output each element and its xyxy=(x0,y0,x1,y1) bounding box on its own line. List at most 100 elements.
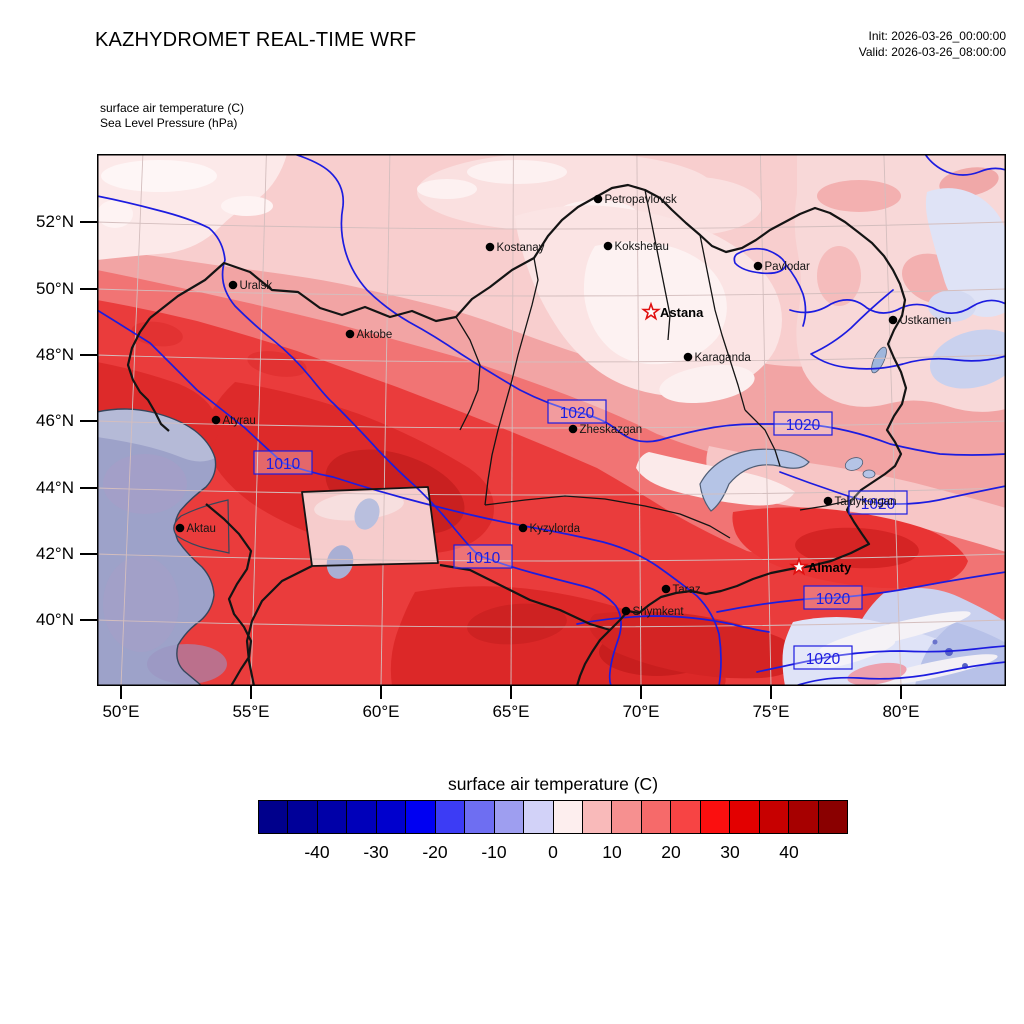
temperature-field xyxy=(97,154,1006,686)
colorbar-tick-label: -40 xyxy=(304,842,330,862)
pressure-labels: 1010 1010 1020 1020 1020 1020 1020 xyxy=(253,399,908,670)
capital-star-icon xyxy=(789,556,809,576)
city-dot-icon xyxy=(603,241,613,251)
lat-tick-mark xyxy=(80,420,97,422)
colorbar-tick-label: 20 xyxy=(661,842,681,862)
pressure-label: 1020 xyxy=(786,417,821,434)
lat-tick-label: 52°N xyxy=(36,212,74,231)
pressure-label: 1010 xyxy=(466,550,501,567)
subtitle-pressure: Sea Level Pressure (hPa) xyxy=(100,116,238,130)
colorbar-segment xyxy=(434,800,466,834)
map-canvas: 1010 1010 1020 1020 1020 1020 1020 Petropavlov… xyxy=(97,154,1006,686)
lat-tick-label: 48°N xyxy=(36,345,74,364)
city-dot-icon xyxy=(593,194,603,204)
city-label: Atyrau xyxy=(223,415,256,427)
valid-time: Valid: 2026-03-26_08:00:00 xyxy=(858,44,1006,59)
lon-tick-mark xyxy=(510,686,512,699)
page-title: KAZHYDROMET REAL-TIME WRF xyxy=(95,29,417,51)
colorbar xyxy=(258,800,849,834)
city-label: Pavlodar xyxy=(765,261,811,273)
lat-tick-label: 40°N xyxy=(36,610,74,629)
city-label: Taraz xyxy=(673,584,701,596)
colorbar-segment xyxy=(493,800,525,834)
lon-tick-mark xyxy=(900,686,902,699)
city-dot-icon xyxy=(228,280,238,290)
graticule xyxy=(97,154,1006,686)
colorbar-tick-label: -10 xyxy=(481,842,507,862)
pressure-label-box xyxy=(793,645,853,670)
pressure-label: 1020 xyxy=(816,591,851,608)
city-label: Petropavlovsk xyxy=(605,194,677,206)
pressure-label-box xyxy=(453,544,513,569)
lon-tick-mark xyxy=(250,686,252,699)
city-label: Aktau xyxy=(187,523,216,535)
city-label: Aktobe xyxy=(357,329,393,341)
city-dot-icon xyxy=(683,352,693,362)
city-dot-icon xyxy=(518,523,528,533)
pressure-label-box xyxy=(803,585,863,610)
subtitle-temperature: surface air temperature (C) xyxy=(100,101,245,115)
colorbar-segment xyxy=(405,800,436,834)
pressure-label-box xyxy=(773,411,833,436)
colorbar-title: surface air temperature (C) xyxy=(447,774,659,794)
lat-tick-mark xyxy=(80,553,97,555)
lon-tick-label: 70°E xyxy=(622,702,660,721)
colorbar-segment xyxy=(316,800,348,834)
lon-tick-label: 50°E xyxy=(102,702,140,721)
lat-tick-mark xyxy=(80,487,97,489)
city-markers: Petropavlovsk Kostanay Kokshetau Pavlodar As… xyxy=(175,194,952,618)
city-label: Taldykorgan xyxy=(835,496,897,508)
pressure-label: 1020 xyxy=(861,496,896,513)
city-label: Karaganda xyxy=(695,352,752,364)
colorbar-segment xyxy=(729,800,760,834)
lat-tick-label: 44°N xyxy=(36,478,74,497)
city-label: Almaty xyxy=(808,560,852,575)
pressure-label: 1010 xyxy=(266,456,301,473)
colorbar-segment xyxy=(287,800,318,834)
caspian-sea xyxy=(97,408,230,686)
lat-tick-mark xyxy=(80,221,97,223)
colorbar-segment xyxy=(375,800,407,834)
lon-tick-mark xyxy=(770,686,772,699)
colorbar-tick-label: 30 xyxy=(720,842,740,862)
lat-tick-label: 50°N xyxy=(36,279,74,298)
lon-tick-label: 80°E xyxy=(882,702,920,721)
city-dot-icon xyxy=(753,261,763,271)
city-dot-icon xyxy=(345,329,355,339)
city-dot-icon xyxy=(823,496,833,506)
city-dot-icon xyxy=(621,606,631,616)
lon-tick-label: 75°E xyxy=(752,702,790,721)
lake-balkhash xyxy=(699,346,887,512)
lon-tick-mark xyxy=(380,686,382,699)
colorbar-segment xyxy=(758,800,790,834)
city-label: Uralsk xyxy=(240,280,273,292)
colorbar-segment xyxy=(464,800,495,834)
pressure-label-box xyxy=(253,450,313,475)
colorbar-tick-label: 10 xyxy=(602,842,622,862)
lat-tick-mark xyxy=(80,288,97,290)
pressure-label-box xyxy=(547,399,607,424)
field-subtitle: surface air temperature (C) Sea Level Pr… xyxy=(100,101,244,131)
colorbar-tick-label: 0 xyxy=(548,842,558,862)
colorbar-segment xyxy=(817,800,849,834)
lat-tick-label: 42°N xyxy=(36,544,74,563)
pressure-label: 1020 xyxy=(560,405,595,422)
pressure-label-box xyxy=(848,490,908,515)
colorbar-segment xyxy=(670,800,701,834)
city-dot-icon xyxy=(485,242,495,252)
city-label: Shymkent xyxy=(633,606,685,618)
city-label: Kyzylorda xyxy=(530,523,581,535)
colorbar-tick-label: -30 xyxy=(363,842,389,862)
colorbar-segment xyxy=(788,800,819,834)
capital-star-icon xyxy=(641,301,661,321)
lon-tick-label: 65°E xyxy=(492,702,530,721)
colorbar-segment xyxy=(611,800,642,834)
colorbar-segment xyxy=(346,800,377,834)
lat-tick-mark xyxy=(80,354,97,356)
run-timestamps: Init: 2026-03-26_00:00:00 Valid: 2026-03… xyxy=(859,29,1006,60)
lon-tick-label: 55°E xyxy=(232,702,270,721)
city-label: Kokshetau xyxy=(615,241,669,253)
lon-tick-mark xyxy=(120,686,122,699)
city-label: Ustkamen xyxy=(900,315,952,327)
